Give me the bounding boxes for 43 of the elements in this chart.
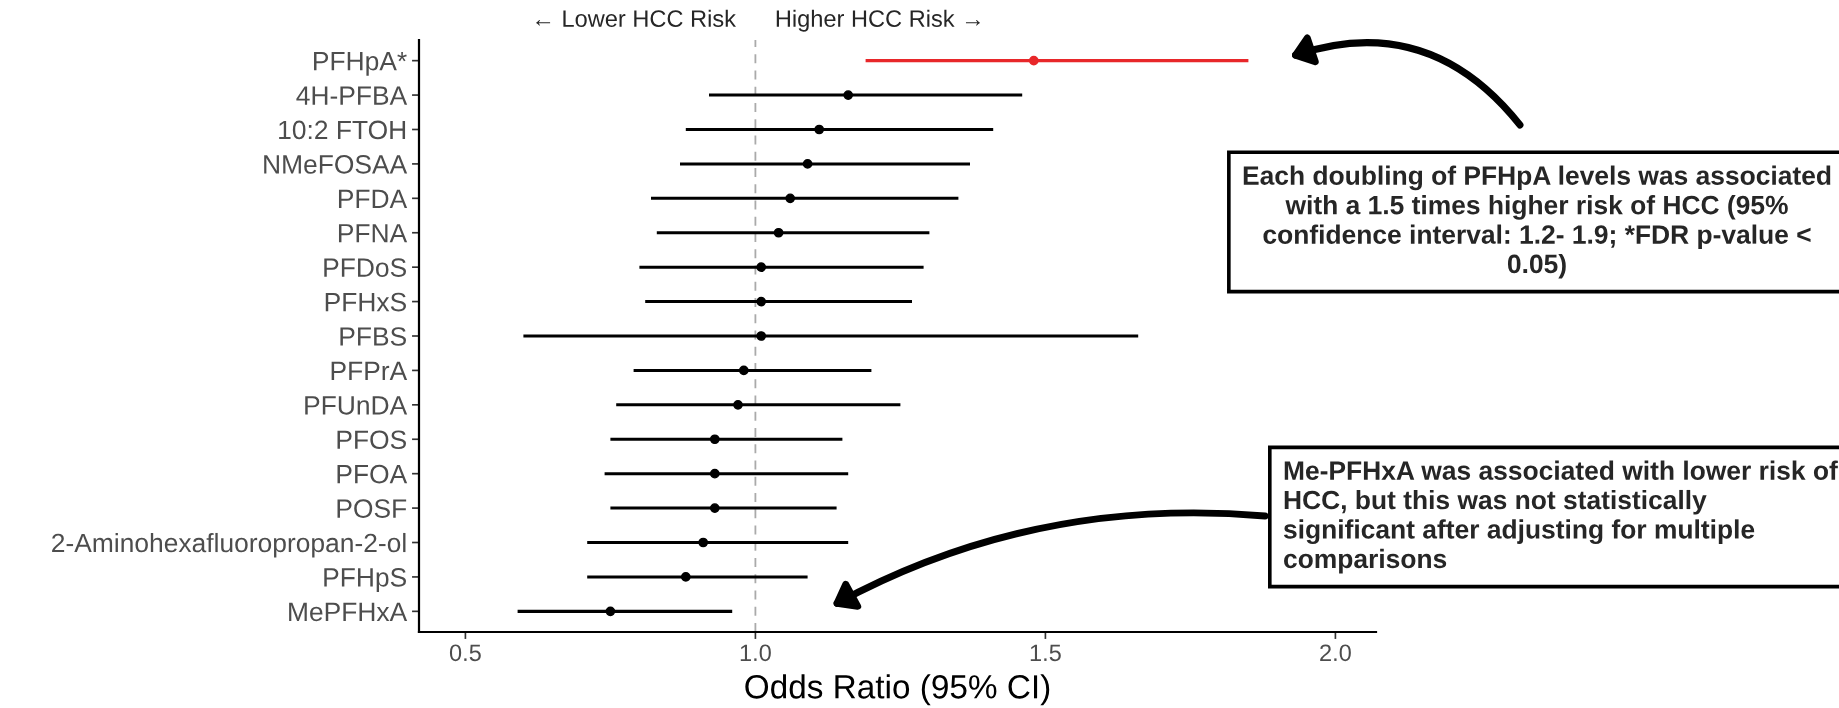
y-tick-label: PFDA [338,189,408,208]
y-tick-label: NMeFOSAA [264,155,408,174]
x-tick-label: 0.5 [449,644,481,662]
y-tick-label: 2-Aminohexafluoropropan-2-ol [52,532,406,558]
point [698,537,709,548]
point [785,193,796,204]
y-tick-label: PFHpA* [314,52,407,76]
point [733,399,743,410]
point [802,159,813,169]
point [1028,55,1039,66]
x-axis-title: Odds Ratio (95% CI) [745,674,1050,706]
y-tick-label: PFPrA [331,361,408,380]
y-tick-label: PFHpS [324,568,406,592]
point [680,572,691,582]
point [709,503,720,513]
y-tick-label: PFNA [338,224,408,243]
y-tick-label: PFUnDA [305,396,408,415]
point [738,365,749,376]
point [773,227,784,238]
point [756,296,767,307]
y-tick-label: PFDoS [324,258,406,277]
x-tick-label: 2.0 [1320,644,1351,662]
point [709,468,720,479]
x-tick-label: 1.5 [1030,644,1061,662]
text: ← Lower HCC Risk [536,9,736,27]
annotation: Me-PFHxA was associated with lower risk of HCC, but this was not statistically significant after adjusting for multiple comparisons [1283,460,1838,574]
annotation: Each doubling of PFHpA levels was associated with a 1.5 times higher risk of HCC (95% confidence interval: 1.2- 1.9; *FDR p-value < 0.05) [1243,165,1831,279]
point [756,331,767,341]
point [605,606,616,617]
y-tick-label: PFOS [337,430,406,450]
point [843,90,854,100]
x-tick-label: 1.0 [740,644,771,662]
y-tick-label: MePFHxA [289,602,408,622]
point [709,434,720,445]
y-tick-label: PFBS [340,327,406,346]
point [814,124,825,135]
text: Higher HCC Risk → [776,9,980,32]
y-tick-label: PFOA [337,464,408,484]
y-tick-label: POSF [337,499,407,518]
point [756,262,767,273]
y-tick-label: 10:2 FTOH [279,120,406,140]
y-tick-label: PFHxS [325,292,406,312]
y-tick-label: 4H-PFBA [296,86,408,105]
